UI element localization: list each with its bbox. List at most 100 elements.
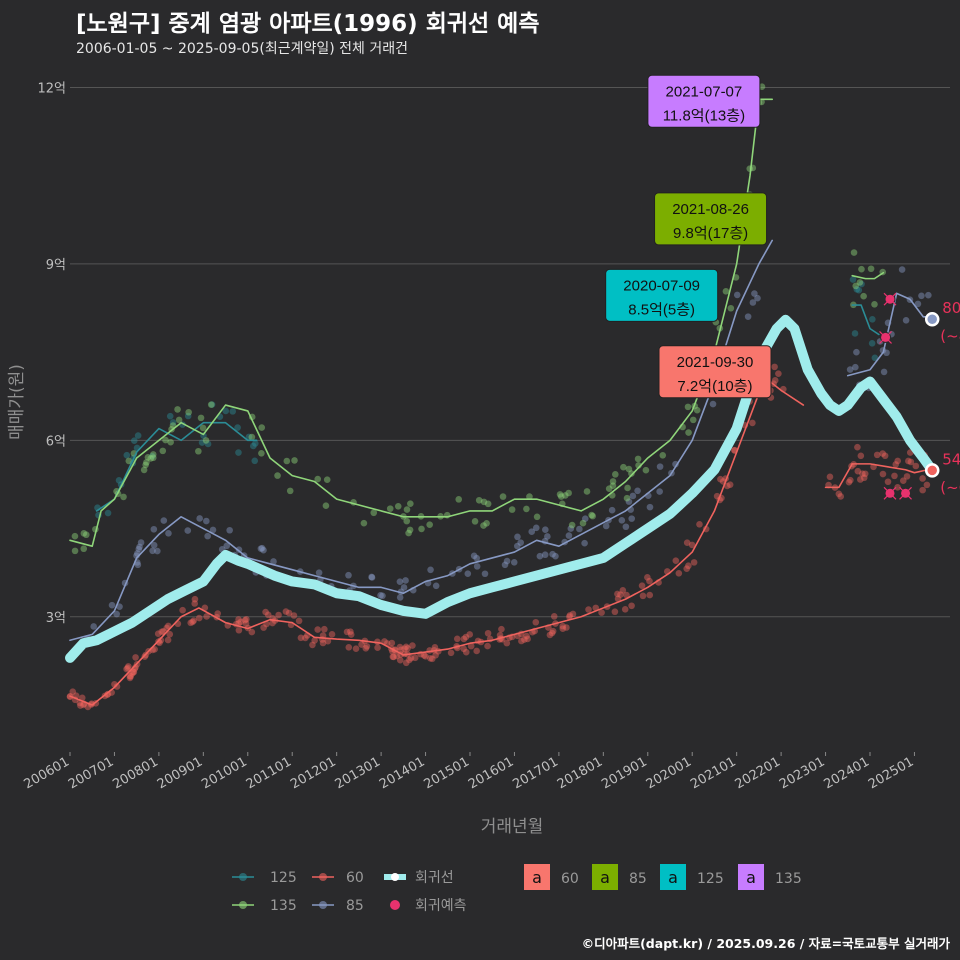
scatter-point (853, 285, 861, 293)
scatter-point (621, 606, 629, 613)
scatter-point (432, 651, 439, 659)
scatter-point (127, 673, 135, 680)
scatter-point (688, 541, 696, 549)
scatter-point (481, 570, 489, 578)
scatter-point (295, 617, 303, 625)
scatter-point (374, 644, 381, 652)
scatter-point (358, 641, 365, 648)
scatter-point (656, 488, 663, 495)
scatter-point (460, 635, 468, 643)
scatter-point (80, 701, 87, 709)
scatter-point (202, 437, 210, 444)
scatter-point (503, 557, 511, 565)
scatter-point (403, 506, 411, 513)
scatter-point (860, 292, 867, 300)
scatter-point (464, 570, 472, 577)
scatter-point (624, 484, 631, 492)
x-tick-label: 202501 (866, 754, 916, 792)
scatter-point (625, 465, 633, 473)
scatter-point (243, 615, 250, 623)
scatter-point (628, 602, 635, 610)
legend-swatch-point (319, 873, 327, 881)
scatter-point (542, 526, 549, 533)
scatter-point (644, 574, 651, 581)
scatter-point (859, 470, 866, 478)
series-line-85 (846, 292, 934, 377)
scatter-point (426, 521, 433, 528)
scatter-point (214, 610, 222, 617)
scatter-point (689, 416, 697, 424)
legend-swatch-point (319, 901, 327, 909)
scatter-point (370, 509, 378, 517)
scatter-point (104, 690, 112, 698)
scatter-point (223, 542, 231, 550)
scatter-point (484, 642, 491, 650)
scatter-point (639, 592, 647, 600)
scatter-point (274, 472, 281, 479)
scatter-point (396, 578, 404, 585)
scatter-point (270, 558, 277, 565)
scatter-point (581, 539, 588, 547)
scatter-point (302, 634, 309, 642)
scatter-point (709, 400, 717, 408)
callout-date: 2020-07-09 (623, 277, 700, 294)
scatter-point (191, 600, 198, 607)
scatter-point (125, 457, 133, 465)
scatter-point (409, 642, 416, 649)
series-line-60 (69, 380, 805, 706)
scatter-point (179, 606, 186, 614)
x-axis-ticks: 2006012007012008012009012010012011012012… (22, 752, 916, 792)
scatter-point (345, 643, 353, 651)
scatter-point (514, 533, 521, 541)
scatter-point (185, 408, 192, 416)
scatter-point (88, 700, 95, 707)
scatter-point (80, 545, 88, 553)
scatter-point (381, 638, 388, 645)
scatter-point (196, 515, 203, 522)
scatter-point (460, 645, 467, 653)
scatter-point (847, 476, 854, 484)
scatter-point (717, 475, 724, 483)
scatter-point (198, 439, 206, 446)
legend: 125 60 회귀선 135 85 회귀예측 a 60 a 85 a 125 a 135 (232, 864, 802, 914)
scatter-point (258, 424, 266, 431)
scatter-point (569, 610, 577, 618)
scatter-point (282, 608, 290, 615)
scatter-point (134, 561, 142, 569)
scatter-point (297, 634, 305, 642)
x-tick-label: 202301 (777, 754, 827, 792)
scatter-point (264, 611, 272, 619)
callout-date: 2021-07-07 (666, 83, 743, 100)
scatter-point (165, 530, 172, 537)
scatter-point (861, 470, 869, 478)
scatter-point (612, 471, 619, 478)
scatter-point (125, 663, 132, 670)
scatter-point (406, 526, 414, 534)
legend-box-label: 135 (775, 871, 802, 887)
scatter-point (352, 645, 360, 653)
scatter-point (403, 517, 411, 525)
scatter-point (925, 291, 932, 299)
series-line-135 (851, 271, 885, 280)
scatter-point (868, 340, 876, 347)
scatter-point (285, 609, 293, 617)
scatter-point (683, 565, 691, 572)
scatter-point (120, 493, 127, 501)
scatter-point (672, 460, 679, 468)
scatter-point (169, 419, 177, 426)
scatter-point (567, 525, 575, 532)
legend-box-glyph: a (600, 868, 610, 887)
scatter-point (552, 552, 559, 560)
scatter-point (513, 542, 521, 550)
scatter-point (696, 521, 703, 528)
scatter-point (473, 647, 480, 655)
scatter-point (852, 282, 860, 290)
scatter-point (858, 280, 865, 288)
scatter-point (422, 652, 429, 660)
scatter-point (405, 529, 412, 537)
scatter-point (195, 447, 202, 455)
scatter-point (891, 472, 898, 480)
prediction-cross (883, 292, 897, 306)
scatter-point (208, 401, 216, 408)
scatter-point (131, 437, 138, 444)
